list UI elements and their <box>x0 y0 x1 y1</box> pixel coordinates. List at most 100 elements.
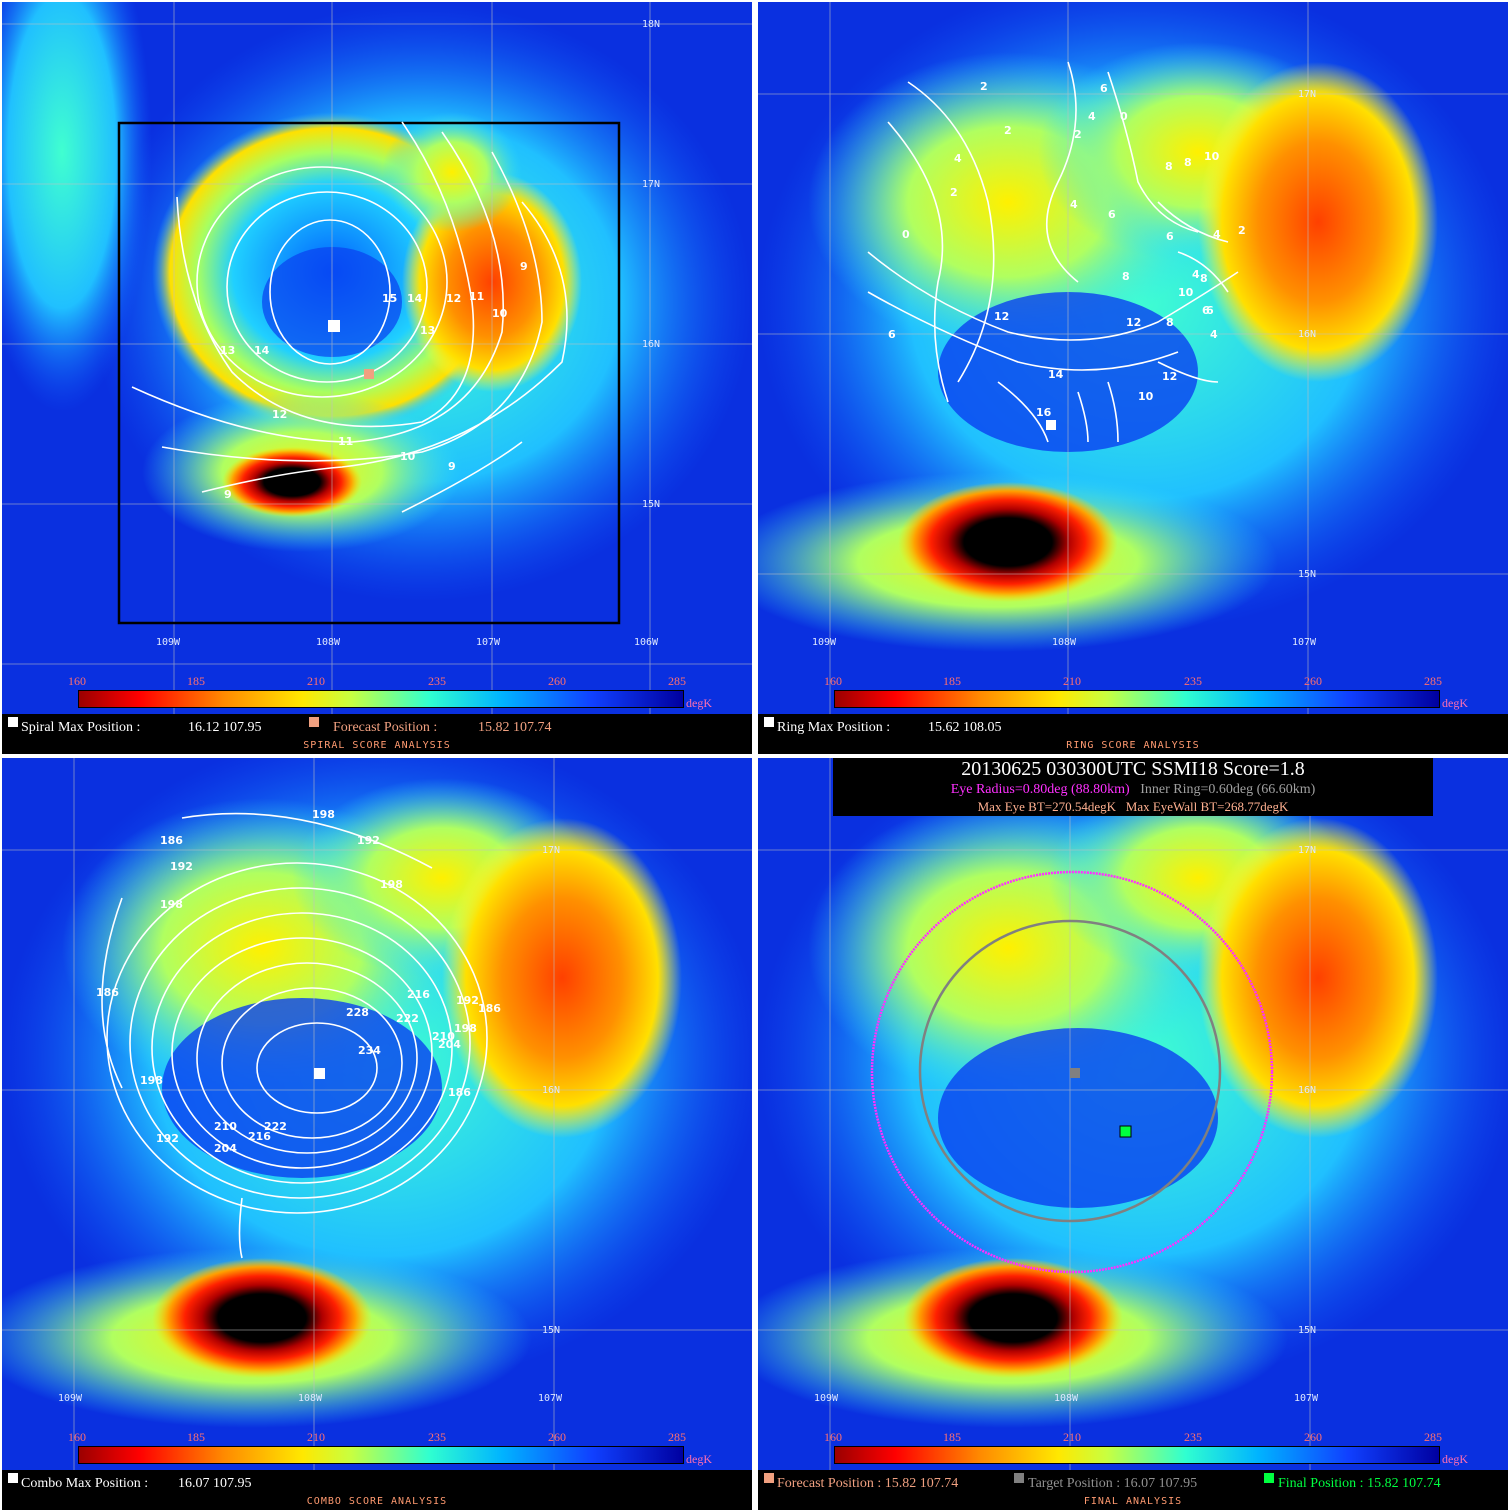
forecast-swatch <box>764 1473 774 1483</box>
final-title: FINAL ANALYSIS <box>1083 1496 1183 1507</box>
lat-label-18n: 18N <box>642 19 660 30</box>
combo-max-label: Combo Max Position : <box>21 1476 149 1491</box>
cbar-tick: 210 <box>307 674 325 688</box>
ring-max-swatch <box>764 717 774 727</box>
inner-ring-circle <box>918 919 1222 1223</box>
svg-text:8: 8 <box>1166 316 1174 329</box>
svg-text:192: 192 <box>357 834 380 847</box>
spiral-max-marker <box>328 320 340 332</box>
svg-text:12: 12 <box>1162 370 1177 383</box>
svg-text:12: 12 <box>994 310 1009 323</box>
svg-text:13: 13 <box>220 344 235 357</box>
svg-text:4: 4 <box>1192 268 1200 281</box>
svg-text:222: 222 <box>396 1012 419 1025</box>
svg-text:216: 216 <box>407 988 430 1001</box>
svg-text:192: 192 <box>456 994 479 1007</box>
lon-label-108w: 108W <box>316 637 341 648</box>
cbar-tick: 235 <box>428 1430 446 1444</box>
spiral-max-label: Spiral Max Position : <box>21 720 141 735</box>
svg-text:8: 8 <box>1122 270 1130 283</box>
svg-text:11: 11 <box>338 435 353 448</box>
svg-text:186: 186 <box>160 834 183 847</box>
svg-text:4: 4 <box>1088 110 1096 123</box>
ring-footer: Ring Max Position : 15.62 108.05 RING SC… <box>758 714 1508 754</box>
spiral-title: SPIRAL SCORE ANALYSIS <box>303 740 451 751</box>
ring-title: RING SCORE ANALYSIS <box>1066 740 1200 751</box>
svg-text:8: 8 <box>1165 160 1173 173</box>
spiral-contours <box>131 121 568 513</box>
spiral-max-value: 16.12 107.95 <box>188 720 262 735</box>
svg-text:14: 14 <box>254 344 270 357</box>
final-swatch <box>1264 1473 1274 1483</box>
cbar-tick: 260 <box>548 674 566 688</box>
final-footer: Forecast Position : 15.82 107.74 Target … <box>758 1470 1508 1510</box>
cbar-tick: 260 <box>548 1430 566 1444</box>
svg-text:216: 216 <box>248 1130 271 1143</box>
svg-text:0: 0 <box>1120 110 1128 123</box>
svg-text:198: 198 <box>312 808 335 821</box>
combo-max-swatch <box>8 1473 18 1483</box>
cbar-tick: 285 <box>1424 674 1442 688</box>
lat-label-17n: 17N <box>1298 845 1316 856</box>
svg-text:6: 6 <box>1202 304 1210 317</box>
colorbar-unit: degK <box>1442 1452 1468 1466</box>
svg-text:4: 4 <box>1210 328 1218 341</box>
colorbar-unit: degK <box>686 1452 712 1466</box>
cbar-tick: 235 <box>428 674 446 688</box>
lon-label-109w: 109W <box>812 637 837 648</box>
ring-panel: 17N 16N 15N 109W 108W 107W 2 6 4 0 2 2 <box>758 2 1508 754</box>
eye-radius-text: Eye Radius=0.80deg (88.80km) <box>950 782 1130 797</box>
lat-label-15n: 15N <box>642 499 660 510</box>
svg-text:228: 228 <box>346 1006 369 1019</box>
spiral-footer: Spiral Max Position : 16.12 107.95 Forec… <box>2 714 752 754</box>
spiral-panel: 18N 17N 16N 15N 109W 108W 107W 106W 15 1… <box>2 2 752 754</box>
max-eye-bt: Max Eye BT=270.54degK <box>977 799 1117 814</box>
svg-text:186: 186 <box>478 1002 501 1015</box>
lon-label-108w: 108W <box>1052 637 1077 648</box>
svg-text:12: 12 <box>1126 316 1141 329</box>
lon-label-107w: 107W <box>1292 637 1317 648</box>
svg-text:2: 2 <box>1004 124 1012 137</box>
combo-max-marker <box>314 1068 325 1079</box>
svg-text:6: 6 <box>1108 208 1116 221</box>
svg-text:222: 222 <box>264 1120 287 1133</box>
final-position-marker <box>1119 1125 1132 1138</box>
svg-text:10: 10 <box>1138 390 1154 403</box>
spiral-map: 18N 17N 16N 15N 109W 108W 107W 106W 15 1… <box>2 2 752 714</box>
svg-text:9: 9 <box>224 488 232 501</box>
ring-map: 17N 16N 15N 109W 108W 107W 2 6 4 0 2 2 <box>758 2 1508 714</box>
cbar-tick: 185 <box>943 1430 961 1444</box>
svg-text:12: 12 <box>446 292 461 305</box>
svg-text:234: 234 <box>358 1044 381 1057</box>
cbar-tick: 185 <box>187 1430 205 1444</box>
svg-text:2: 2 <box>1074 128 1082 141</box>
lon-label-109w: 109W <box>814 1393 839 1404</box>
svg-text:10: 10 <box>400 450 416 463</box>
cbar-tick: 160 <box>68 1430 86 1444</box>
cbar-tick: 185 <box>943 674 961 688</box>
svg-text:6: 6 <box>1100 82 1108 95</box>
combo-map: 17N 16N 15N 109W 108W 107W 198 186 192 1… <box>2 758 752 1470</box>
svg-text:6: 6 <box>1206 304 1214 317</box>
lat-label-16n: 16N <box>642 339 660 350</box>
svg-text:13: 13 <box>420 324 435 337</box>
forecast-label: Forecast Position : <box>333 720 438 735</box>
svg-text:0: 0 <box>902 228 910 241</box>
svg-text:186: 186 <box>448 1086 471 1099</box>
svg-text:192: 192 <box>170 860 193 873</box>
combo-footer: Combo Max Position : 16.07 107.95 COMBO … <box>2 1470 752 1510</box>
combo-title: COMBO SCORE ANALYSIS <box>306 1496 448 1507</box>
svg-text:12: 12 <box>272 408 287 421</box>
cbar-tick: 160 <box>68 674 86 688</box>
svg-text:204: 204 <box>438 1038 461 1051</box>
svg-text:2: 2 <box>980 80 988 93</box>
colorbar <box>78 690 684 708</box>
colorbar-unit: degK <box>686 696 712 710</box>
ring-max-marker <box>1046 420 1056 430</box>
lat-label-17n: 17N <box>642 179 660 190</box>
svg-text:15: 15 <box>382 292 397 305</box>
ring-contours <box>867 61 1239 443</box>
svg-text:204: 204 <box>214 1142 237 1155</box>
svg-text:10: 10 <box>1178 286 1194 299</box>
final-panel: 17N 16N 15N 109W 108W 107W 20130625 0303… <box>758 758 1508 1510</box>
